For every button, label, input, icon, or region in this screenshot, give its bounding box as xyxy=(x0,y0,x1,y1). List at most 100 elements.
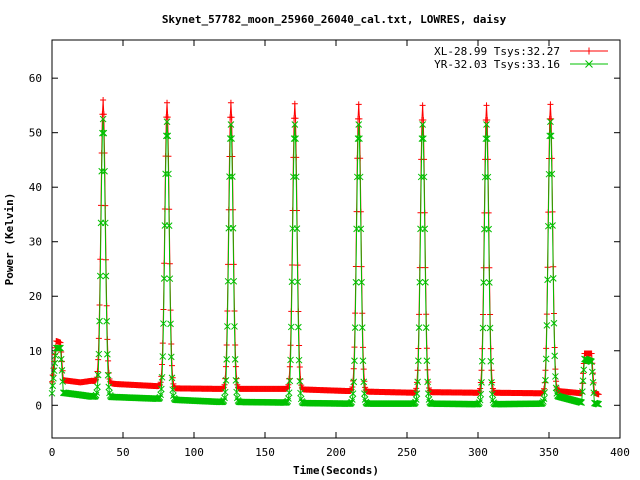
data-point xyxy=(595,391,602,398)
data-point xyxy=(56,344,64,352)
data-point xyxy=(478,357,486,365)
data-point xyxy=(546,132,554,140)
data-point xyxy=(96,317,103,325)
data-point xyxy=(548,170,556,178)
data-point xyxy=(483,102,490,109)
series-line xyxy=(51,119,599,405)
data-point xyxy=(426,385,433,392)
data-point xyxy=(99,129,106,137)
data-point xyxy=(552,373,559,380)
data-point xyxy=(415,357,422,365)
data-point xyxy=(351,324,359,331)
x-tick-label: 350 xyxy=(539,446,559,459)
data-point xyxy=(423,357,431,365)
y-tick-label: 40 xyxy=(29,181,42,194)
data-point xyxy=(167,320,174,328)
data-point xyxy=(351,357,358,365)
x-tick-label: 100 xyxy=(184,446,204,459)
data-point xyxy=(541,385,548,392)
data-point xyxy=(286,377,294,385)
data-point xyxy=(489,385,496,392)
data-point xyxy=(415,324,423,331)
data-point xyxy=(294,278,302,286)
data-point xyxy=(100,96,107,103)
data-point xyxy=(157,391,164,399)
data-point xyxy=(483,121,490,128)
data-point xyxy=(488,390,496,398)
data-point xyxy=(222,376,230,384)
data-point xyxy=(420,173,428,181)
data-point xyxy=(162,170,169,178)
data-point xyxy=(104,371,112,379)
data-point xyxy=(476,396,484,404)
legend-label: YR-32.03 Tsys:33.16 xyxy=(434,58,560,71)
data-point xyxy=(94,371,102,379)
data-point xyxy=(412,396,420,403)
data-point xyxy=(158,373,166,381)
data-point xyxy=(284,397,292,405)
data-point xyxy=(413,390,421,398)
data-point xyxy=(588,368,596,376)
data-point xyxy=(541,389,549,396)
data-point xyxy=(160,275,168,282)
x-tick-label: 150 xyxy=(255,446,275,459)
data-point xyxy=(234,381,241,388)
data-point xyxy=(416,278,424,286)
data-point xyxy=(486,324,494,332)
data-point xyxy=(231,323,238,330)
data-point xyxy=(547,101,554,108)
data-point xyxy=(157,379,164,386)
y-tick-label: 50 xyxy=(29,127,42,140)
data-point xyxy=(224,323,231,330)
x-tick-label: 250 xyxy=(397,446,417,459)
data-point xyxy=(484,116,491,123)
data-point xyxy=(101,219,109,227)
data-point xyxy=(51,359,59,367)
data-point xyxy=(224,277,232,285)
data-point xyxy=(98,167,106,175)
data-point xyxy=(542,355,550,363)
data-point xyxy=(292,173,300,181)
data-point xyxy=(164,132,172,140)
data-point xyxy=(227,99,234,106)
data-point xyxy=(549,275,557,282)
data-point xyxy=(419,121,426,128)
data-point xyxy=(168,374,176,382)
data-point xyxy=(57,355,65,363)
data-point xyxy=(349,390,357,398)
data-point xyxy=(486,279,493,286)
data-point xyxy=(544,276,551,284)
data-point xyxy=(417,173,425,181)
data-point xyxy=(356,115,363,122)
y-tick-label: 30 xyxy=(29,236,42,249)
series-0 xyxy=(49,96,602,398)
data-point xyxy=(160,320,167,327)
data-point xyxy=(231,356,239,363)
data-point xyxy=(165,222,173,229)
data-point xyxy=(481,173,489,181)
data-point xyxy=(221,388,229,396)
data-point xyxy=(167,353,175,361)
data-point xyxy=(227,121,235,128)
data-point xyxy=(295,323,302,331)
data-point xyxy=(588,350,595,357)
data-point xyxy=(50,367,58,375)
y-tick-label: 0 xyxy=(35,399,42,412)
data-point xyxy=(579,388,586,396)
data-point xyxy=(422,324,430,331)
data-point xyxy=(285,395,292,402)
data-point xyxy=(232,376,240,384)
data-point xyxy=(488,378,495,386)
data-point xyxy=(297,389,304,397)
x-tick-label: 300 xyxy=(468,446,488,459)
legend-label: XL-28.99 Tsys:32.27 xyxy=(434,45,560,58)
data-point xyxy=(352,278,360,286)
data-point xyxy=(100,111,107,118)
axis-ticks: 0 50 100 150 200 250 300 350 400 0 10 20 30 40 50 60 xyxy=(29,40,630,459)
data-point xyxy=(419,135,427,143)
data-point xyxy=(164,114,171,121)
data-point xyxy=(296,377,304,385)
data-point xyxy=(164,99,171,106)
data-point xyxy=(590,389,598,397)
data-point xyxy=(94,383,101,391)
